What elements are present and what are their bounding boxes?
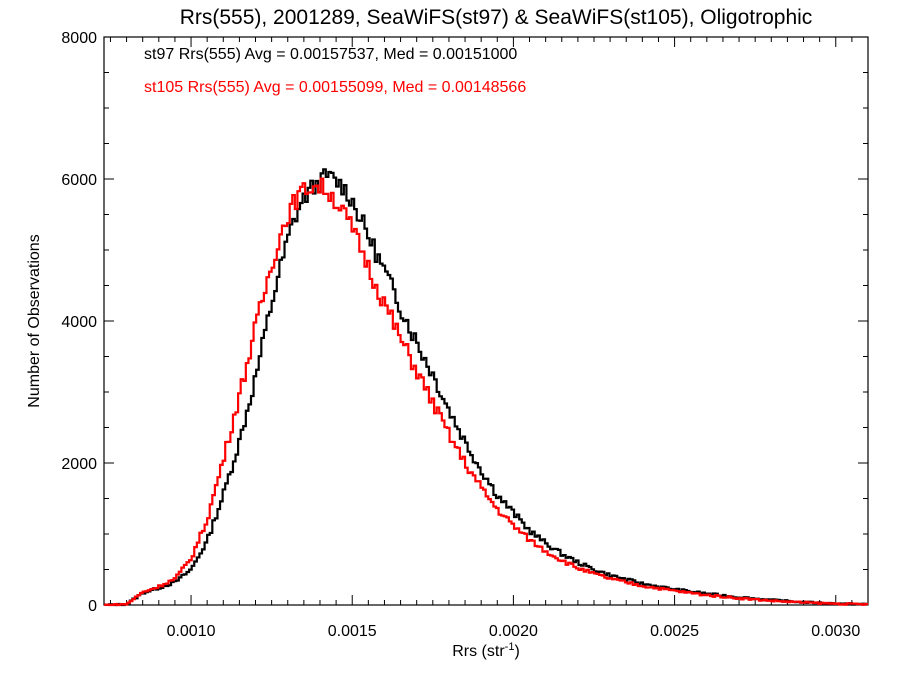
y-tick-label: 6000: [61, 172, 97, 189]
x-tick-label: 0.0010: [167, 623, 216, 640]
legend-entry-st97: st97 Rrs(555) Avg = 0.00157537, Med = 0.…: [144, 46, 517, 63]
x-axis-label-suffix: ): [514, 643, 519, 660]
x-axis-ticks: 0.0010 0.0015 0.0020 0.0025 0.0030: [109, 37, 860, 640]
series-line-st105: [104, 177, 869, 607]
legend-entry-st105: st105 Rrs(555) Avg = 0.00155099, Med = 0…: [144, 79, 526, 96]
x-tick-label: 0.0030: [811, 623, 860, 640]
x-tick-label: 0.0020: [489, 623, 538, 640]
x-axis-label-superscript: -1: [505, 641, 515, 653]
x-axis-label: Rrs (str-1): [452, 641, 520, 660]
y-tick-label: 8000: [61, 30, 97, 47]
series-layer: [104, 168, 869, 607]
x-tick-label: 0.0025: [650, 623, 699, 640]
y-axis-ticks: 0 2000 4000 6000 8000: [61, 30, 868, 615]
chart-title: Rrs(555), 2001289, SeaWiFS(st97) & SeaWi…: [180, 6, 813, 29]
y-axis-label: Number of Observations: [26, 234, 43, 407]
y-tick-label: 4000: [61, 314, 97, 331]
x-tick-label: 0.0015: [328, 623, 377, 640]
y-tick-label: 2000: [61, 456, 97, 473]
series-line-st97: [104, 168, 869, 607]
plot-frame: [103, 36, 869, 606]
y-tick-label: 0: [88, 598, 97, 615]
